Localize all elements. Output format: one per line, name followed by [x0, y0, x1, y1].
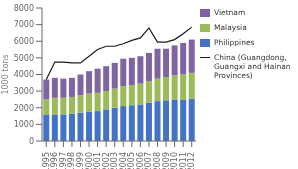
svg-text:2012: 2012: [187, 152, 196, 169]
svg-text:1000 tons: 1000 tons: [8, 54, 10, 94]
svg-text:4000: 4000: [14, 70, 34, 79]
svg-text:0: 0: [29, 137, 34, 146]
html-text:Vietnam: Vietnam: [214, 8, 246, 17]
html-text:Philippines: Philippines: [214, 38, 255, 47]
svg-text:2000: 2000: [14, 104, 34, 113]
svg-text:1000: 1000: [14, 120, 34, 129]
svg-text:8000: 8000: [14, 4, 34, 13]
svg-text:6000: 6000: [14, 37, 34, 46]
html-text:Malaysia: Malaysia: [214, 23, 247, 32]
svg-text:5000: 5000: [14, 54, 34, 63]
html-text:China (Guangdong, Guangxi and: China (Guangdong, Guangxi and Hainan Pro…: [214, 53, 291, 80]
svg-text:3000: 3000: [14, 87, 34, 96]
svg-text:7000: 7000: [14, 20, 34, 29]
